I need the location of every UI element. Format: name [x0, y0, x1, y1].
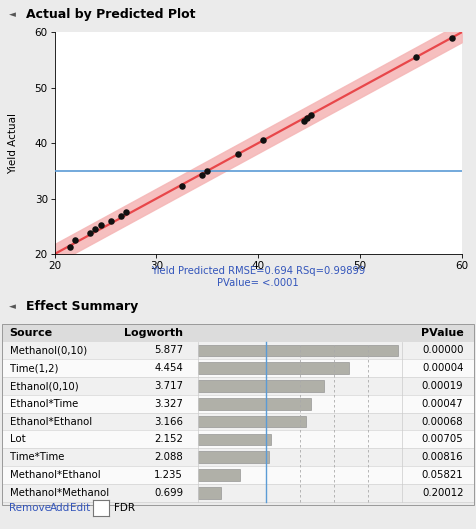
Text: Effect Summary: Effect Summary: [26, 300, 139, 313]
Point: [87, 229, 94, 237]
Text: PValue= <.0001: PValue= <.0001: [218, 278, 299, 288]
Point: [66, 243, 74, 251]
Text: 2.152: 2.152: [154, 434, 183, 444]
Point: [303, 114, 311, 122]
Text: 0.699: 0.699: [154, 488, 183, 498]
Text: Yield Predicted RMSE=0.694 RSq=0.99899: Yield Predicted RMSE=0.694 RSq=0.99899: [151, 266, 366, 276]
Point: [259, 136, 267, 144]
Text: 0.00068: 0.00068: [422, 416, 464, 426]
Bar: [2, 431, 474, 448]
Bar: [2, 413, 474, 431]
Point: [307, 111, 315, 120]
Text: 0.00019: 0.00019: [422, 381, 464, 391]
Text: Add: Add: [50, 503, 70, 513]
Point: [204, 167, 211, 175]
Point: [448, 33, 456, 42]
Text: 0.00816: 0.00816: [422, 452, 464, 462]
Text: 0.05821: 0.05821: [422, 470, 464, 480]
Text: 1.235: 1.235: [154, 470, 183, 480]
Bar: [2, 466, 474, 484]
Bar: [198, 345, 398, 356]
Text: Methanol*Methanol: Methanol*Methanol: [10, 488, 109, 498]
Point: [178, 182, 186, 190]
Text: Logworth: Logworth: [124, 327, 183, 338]
Text: Time(1,2): Time(1,2): [10, 363, 58, 373]
Point: [234, 150, 242, 158]
Point: [117, 212, 125, 221]
Text: 3.166: 3.166: [154, 416, 183, 426]
Bar: [2, 484, 474, 501]
Text: 0.00705: 0.00705: [422, 434, 464, 444]
Text: 3.327: 3.327: [154, 399, 183, 409]
Bar: [2, 342, 474, 359]
Text: Actual by Predicted Plot: Actual by Predicted Plot: [26, 8, 196, 21]
Text: Ethanol*Ethanol: Ethanol*Ethanol: [10, 416, 92, 426]
Text: Ethanol*Time: Ethanol*Time: [10, 399, 78, 409]
Point: [107, 216, 115, 225]
Text: Methanol*Ethanol: Methanol*Ethanol: [10, 470, 100, 480]
Text: Edit: Edit: [70, 503, 91, 513]
Text: Source: Source: [10, 327, 53, 338]
Text: FDR: FDR: [114, 503, 135, 513]
Bar: [2, 395, 474, 413]
Text: PValue: PValue: [421, 327, 464, 338]
Text: Methanol(0,10): Methanol(0,10): [10, 345, 87, 355]
Bar: [198, 362, 349, 374]
Text: 2.088: 2.088: [155, 452, 183, 462]
Text: Remove: Remove: [9, 503, 50, 513]
Text: 4.454: 4.454: [154, 363, 183, 373]
Text: ◄: ◄: [9, 10, 15, 20]
Text: 3.717: 3.717: [154, 381, 183, 391]
Text: ◄: ◄: [9, 302, 15, 312]
Text: 0.00047: 0.00047: [422, 399, 464, 409]
Bar: [198, 451, 269, 463]
Bar: [198, 469, 240, 481]
Bar: [198, 398, 311, 409]
Bar: [2, 324, 474, 342]
Text: 5.877: 5.877: [154, 345, 183, 355]
Bar: [2, 448, 474, 466]
Point: [412, 53, 420, 61]
Bar: [198, 434, 271, 445]
Text: Ethanol(0,10): Ethanol(0,10): [10, 381, 78, 391]
Text: 0.00004: 0.00004: [422, 363, 464, 373]
Bar: [198, 380, 324, 392]
Point: [97, 221, 104, 230]
Bar: [198, 487, 221, 498]
Bar: [2, 359, 474, 377]
Text: Time*Time: Time*Time: [10, 452, 64, 462]
Point: [92, 225, 99, 233]
Point: [300, 117, 308, 125]
Bar: [198, 416, 306, 427]
Bar: [2, 377, 474, 395]
Point: [71, 236, 79, 244]
Text: Lot: Lot: [10, 434, 25, 444]
Text: Yield Actual: Yield Actual: [8, 113, 19, 174]
Point: [198, 171, 206, 179]
Text: 0.20012: 0.20012: [422, 488, 464, 498]
Text: 0.00000: 0.00000: [422, 345, 464, 355]
Point: [122, 208, 130, 216]
